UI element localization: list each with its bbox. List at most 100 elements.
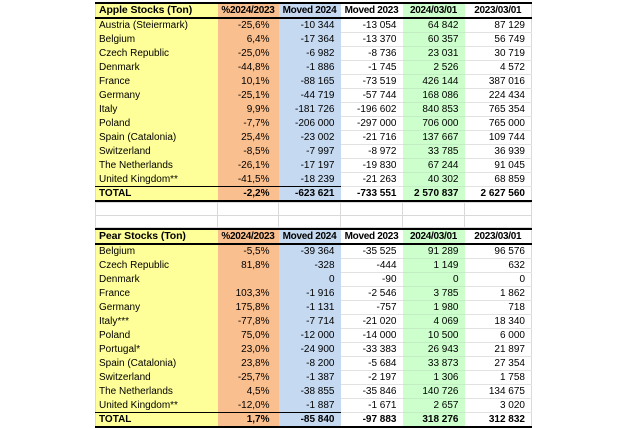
empty-cell[interactable]: [402, 214, 465, 228]
country-cell-portugal[interactable]: Portugal*: [95, 342, 218, 357]
total-value-pct_2024_2023[interactable]: -2,2%: [217, 186, 279, 202]
value-cell-denmark-moved_2023[interactable]: -90: [340, 272, 403, 287]
value-cell-switzerland-stock_2023_03_01[interactable]: 1 758: [464, 370, 532, 385]
value-cell-belgium-pct_2024_2023[interactable]: -5,5%: [217, 244, 279, 259]
column-header-moved_2024[interactable]: Moved 2024: [278, 2, 341, 19]
total-value-moved_2024[interactable]: -623 621: [278, 186, 341, 202]
value-cell-poland-pct_2024_2023[interactable]: 75,0%: [217, 328, 279, 343]
total-value-moved_2024[interactable]: -85 840: [278, 412, 341, 428]
value-cell-italy-moved_2024[interactable]: -7 714: [278, 314, 341, 329]
empty-cell[interactable]: [340, 202, 403, 216]
column-header-pct_2024_2023[interactable]: %2024/2023: [217, 228, 279, 245]
empty-cell[interactable]: [340, 214, 403, 228]
country-cell-austria-steiermark[interactable]: Austria (Steiermark): [95, 18, 218, 33]
value-cell-france-stock_2024_03_01[interactable]: 3 785: [402, 286, 465, 301]
empty-cell[interactable]: [95, 214, 218, 228]
value-cell-czech-republic-stock_2024_03_01[interactable]: 1 149: [402, 258, 465, 273]
value-cell-switzerland-moved_2023[interactable]: -8 972: [340, 144, 403, 159]
value-cell-spain-catalonia-pct_2024_2023[interactable]: 23,8%: [217, 356, 279, 371]
country-cell-the-netherlands[interactable]: The Netherlands: [95, 384, 218, 399]
value-cell-denmark-moved_2023[interactable]: -1 745: [340, 60, 403, 75]
value-cell-denmark-stock_2023_03_01[interactable]: 0: [464, 272, 532, 287]
value-cell-belgium-stock_2024_03_01[interactable]: 60 357: [402, 32, 465, 47]
value-cell-czech-republic-moved_2023[interactable]: -8 736: [340, 46, 403, 61]
value-cell-portugal-stock_2024_03_01[interactable]: 26 943: [402, 342, 465, 357]
value-cell-czech-republic-stock_2023_03_01[interactable]: 632: [464, 258, 532, 273]
value-cell-denmark-stock_2024_03_01[interactable]: 0: [402, 272, 465, 287]
country-cell-spain-catalonia[interactable]: Spain (Catalonia): [95, 130, 218, 145]
value-cell-austria-steiermark-stock_2023_03_01[interactable]: 87 129: [464, 18, 532, 33]
total-label[interactable]: TOTAL: [95, 412, 218, 428]
value-cell-denmark-moved_2024[interactable]: -1 886: [278, 60, 341, 75]
country-cell-france[interactable]: France: [95, 74, 218, 89]
value-cell-czech-republic-moved_2023[interactable]: -444: [340, 258, 403, 273]
value-cell-poland-stock_2023_03_01[interactable]: 765 000: [464, 116, 532, 131]
value-cell-france-moved_2024[interactable]: -88 165: [278, 74, 341, 89]
value-cell-czech-republic-pct_2024_2023[interactable]: -25,0%: [217, 46, 279, 61]
value-cell-italy-stock_2024_03_01[interactable]: 4 069: [402, 314, 465, 329]
country-cell-czech-republic[interactable]: Czech Republic: [95, 46, 218, 61]
value-cell-switzerland-stock_2024_03_01[interactable]: 1 306: [402, 370, 465, 385]
country-cell-the-netherlands[interactable]: The Netherlands: [95, 158, 218, 173]
total-value-stock_2024_03_01[interactable]: 318 276: [402, 412, 465, 428]
value-cell-united-kingdom-pct_2024_2023[interactable]: -12,0%: [217, 398, 279, 413]
value-cell-portugal-stock_2023_03_01[interactable]: 21 897: [464, 342, 532, 357]
empty-cell[interactable]: [278, 214, 341, 228]
value-cell-united-kingdom-pct_2024_2023[interactable]: -41,5%: [217, 172, 279, 187]
value-cell-austria-steiermark-moved_2024[interactable]: -10 344: [278, 18, 341, 33]
value-cell-portugal-pct_2024_2023[interactable]: 23,0%: [217, 342, 279, 357]
total-value-moved_2023[interactable]: -97 883: [340, 412, 403, 428]
value-cell-spain-catalonia-pct_2024_2023[interactable]: 25,4%: [217, 130, 279, 145]
value-cell-united-kingdom-moved_2023[interactable]: -21 263: [340, 172, 403, 187]
country-cell-italy[interactable]: Italy***: [95, 314, 218, 329]
value-cell-poland-stock_2024_03_01[interactable]: 706 000: [402, 116, 465, 131]
value-cell-united-kingdom-stock_2024_03_01[interactable]: 40 302: [402, 172, 465, 187]
value-cell-switzerland-stock_2023_03_01[interactable]: 36 939: [464, 144, 532, 159]
value-cell-switzerland-moved_2024[interactable]: -7 997: [278, 144, 341, 159]
value-cell-poland-moved_2024[interactable]: -12 000: [278, 328, 341, 343]
value-cell-italy-moved_2023[interactable]: -21 020: [340, 314, 403, 329]
value-cell-france-moved_2023[interactable]: -2 546: [340, 286, 403, 301]
value-cell-italy-stock_2023_03_01[interactable]: 765 354: [464, 102, 532, 117]
empty-cell[interactable]: [278, 202, 341, 216]
value-cell-spain-catalonia-stock_2024_03_01[interactable]: 137 667: [402, 130, 465, 145]
value-cell-poland-pct_2024_2023[interactable]: -7,7%: [217, 116, 279, 131]
value-cell-united-kingdom-moved_2024[interactable]: -1 887: [278, 398, 341, 413]
value-cell-denmark-moved_2024[interactable]: 0: [278, 272, 341, 287]
table-title[interactable]: Pear Stocks (Ton): [95, 228, 218, 245]
country-cell-poland[interactable]: Poland: [95, 328, 218, 343]
country-cell-poland[interactable]: Poland: [95, 116, 218, 131]
value-cell-the-netherlands-moved_2024[interactable]: -17 197: [278, 158, 341, 173]
value-cell-switzerland-moved_2024[interactable]: -1 387: [278, 370, 341, 385]
country-cell-switzerland[interactable]: Switzerland: [95, 370, 218, 385]
value-cell-the-netherlands-moved_2024[interactable]: -38 855: [278, 384, 341, 399]
country-cell-belgium[interactable]: Belgium: [95, 244, 218, 259]
value-cell-the-netherlands-stock_2023_03_01[interactable]: 91 045: [464, 158, 532, 173]
value-cell-belgium-stock_2023_03_01[interactable]: 56 749: [464, 32, 532, 47]
total-value-stock_2023_03_01[interactable]: 312 832: [464, 412, 532, 428]
empty-cell[interactable]: [95, 202, 218, 216]
empty-cell[interactable]: [217, 202, 279, 216]
value-cell-austria-steiermark-pct_2024_2023[interactable]: -25,6%: [217, 18, 279, 33]
table-title[interactable]: Apple Stocks (Ton): [95, 2, 218, 19]
value-cell-denmark-stock_2023_03_01[interactable]: 4 572: [464, 60, 532, 75]
value-cell-denmark-stock_2024_03_01[interactable]: 2 526: [402, 60, 465, 75]
value-cell-germany-moved_2024[interactable]: -44 719: [278, 88, 341, 103]
country-cell-united-kingdom[interactable]: United Kingdom**: [95, 172, 218, 187]
value-cell-poland-stock_2024_03_01[interactable]: 10 500: [402, 328, 465, 343]
value-cell-the-netherlands-stock_2024_03_01[interactable]: 140 726: [402, 384, 465, 399]
value-cell-italy-pct_2024_2023[interactable]: 9,9%: [217, 102, 279, 117]
value-cell-czech-republic-pct_2024_2023[interactable]: 81,8%: [217, 258, 279, 273]
value-cell-the-netherlands-moved_2023[interactable]: -35 846: [340, 384, 403, 399]
value-cell-germany-stock_2023_03_01[interactable]: 718: [464, 300, 532, 315]
value-cell-belgium-moved_2023[interactable]: -13 370: [340, 32, 403, 47]
country-cell-czech-republic[interactable]: Czech Republic: [95, 258, 218, 273]
value-cell-france-stock_2023_03_01[interactable]: 387 016: [464, 74, 532, 89]
value-cell-spain-catalonia-stock_2023_03_01[interactable]: 27 354: [464, 356, 532, 371]
value-cell-poland-moved_2024[interactable]: -206 000: [278, 116, 341, 131]
value-cell-czech-republic-stock_2023_03_01[interactable]: 30 719: [464, 46, 532, 61]
value-cell-switzerland-stock_2024_03_01[interactable]: 33 785: [402, 144, 465, 159]
value-cell-belgium-moved_2024[interactable]: -39 364: [278, 244, 341, 259]
value-cell-portugal-moved_2024[interactable]: -24 900: [278, 342, 341, 357]
column-header-stock_2023_03_01[interactable]: 2023/03/01: [464, 228, 532, 245]
